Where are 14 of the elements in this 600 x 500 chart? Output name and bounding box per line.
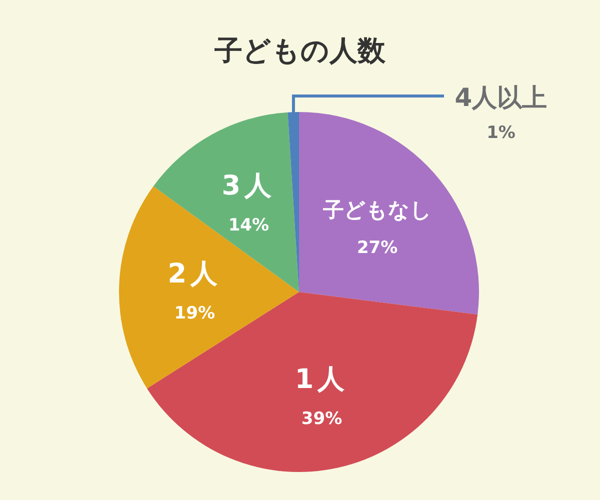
slice-label: 2人 bbox=[168, 258, 222, 290]
data-label: 39% bbox=[301, 408, 342, 429]
pie-slice bbox=[147, 292, 478, 472]
slice-label: 3人 bbox=[222, 170, 276, 202]
slice-label: 4人以上 bbox=[454, 83, 548, 112]
data-label: 1% bbox=[486, 123, 516, 143]
slice-label: 1人 bbox=[294, 364, 349, 395]
chart-title: 子どもの人数 bbox=[214, 34, 386, 67]
data-label: 14% bbox=[228, 216, 270, 236]
slice-label: 子どもなし bbox=[322, 198, 432, 222]
pie-slice bbox=[299, 112, 479, 315]
pie-slice bbox=[153, 112, 299, 292]
data-label: 19% bbox=[174, 304, 216, 324]
data-label: 27% bbox=[356, 238, 398, 258]
